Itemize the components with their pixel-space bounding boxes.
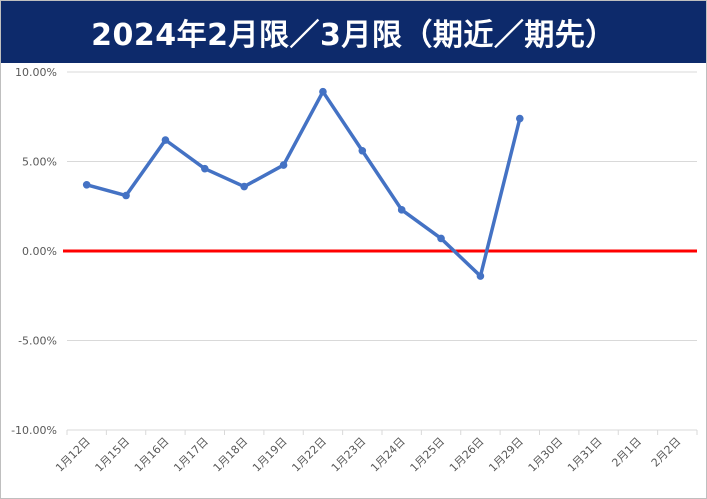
chart-title: 2024年2月限／3月限（期近／期先） — [91, 18, 616, 53]
data-point — [279, 161, 288, 169]
x-tick-label: 1月16日 — [132, 435, 172, 475]
data-point — [319, 87, 327, 96]
y-tick-label: 10.00% — [15, 66, 57, 79]
y-tick-label: -10.00% — [11, 424, 57, 437]
title-banner: 2024年2月限／3月限（期近／期先） — [1, 1, 706, 63]
y-tick-label: -5.00% — [18, 335, 57, 348]
x-tick-label: 2月1日 — [609, 435, 644, 470]
x-tick-label: 1月17日 — [171, 435, 211, 475]
y-tick-label: 5.00% — [22, 156, 57, 169]
x-tick-label: 1月26日 — [447, 435, 487, 475]
data-point — [82, 180, 91, 189]
data-point — [358, 146, 367, 155]
x-tick-label: 1月30日 — [526, 435, 566, 475]
x-tick-label: 1月31日 — [565, 435, 605, 475]
data-point — [201, 164, 209, 173]
x-tick-label: 2月2日 — [649, 435, 684, 470]
data-point — [122, 191, 130, 200]
data-point — [476, 272, 485, 280]
x-tick-label: 1月29日 — [486, 435, 526, 475]
x-tick-label: 1月19日 — [250, 435, 290, 475]
x-tick-label: 1月23日 — [329, 435, 369, 475]
data-point — [161, 136, 170, 144]
data-point — [516, 114, 524, 123]
x-tick-label: 1月18日 — [211, 435, 251, 475]
data-point — [240, 182, 248, 191]
x-tick-label: 1月25日 — [408, 435, 448, 475]
series-line — [84, 89, 522, 278]
x-tick-label: 1月15日 — [93, 435, 133, 475]
y-tick-label: 0.00% — [22, 245, 57, 258]
x-tick-label: 1月22日 — [289, 435, 329, 475]
x-tick-label: 1月24日 — [368, 435, 408, 475]
data-point — [397, 206, 406, 214]
x-tick-label: 1月12日 — [53, 435, 93, 475]
data-point — [437, 234, 445, 243]
